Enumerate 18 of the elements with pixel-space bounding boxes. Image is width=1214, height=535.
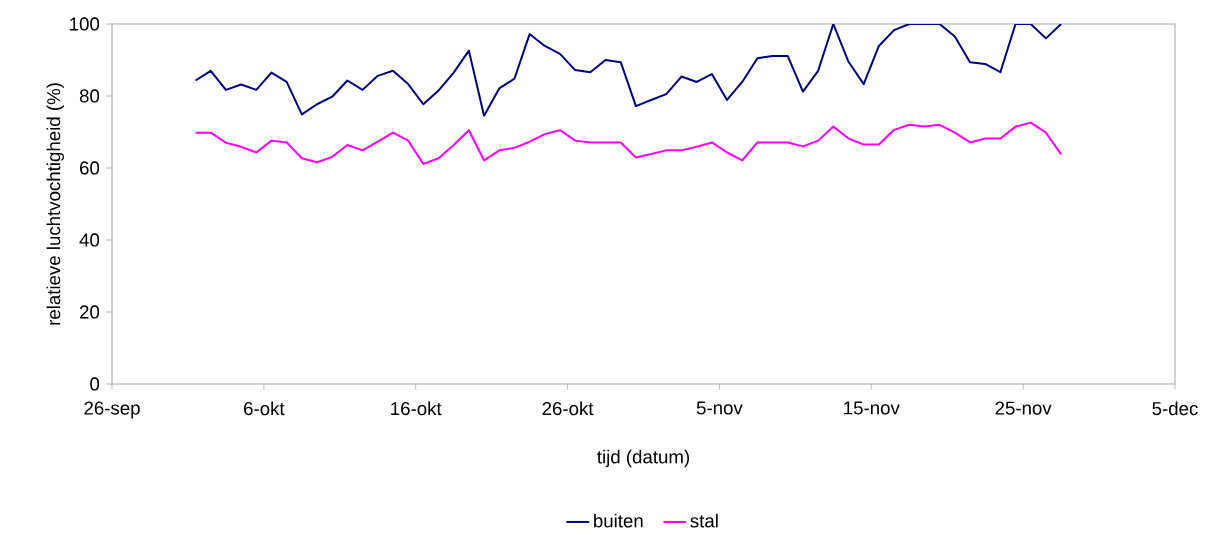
x-tick-label: 26-sep — [84, 401, 140, 419]
x-tick-label: 25-nov — [995, 401, 1052, 415]
y-tick-label: 40 — [79, 233, 100, 247]
x-tick-label: 5-dec — [1152, 401, 1198, 415]
y-tick-label: 20 — [80, 305, 100, 319]
y-tick-label: 100 — [70, 17, 100, 31]
y-tick-label: 0 — [90, 377, 100, 391]
x-tick-label: 15-nov — [844, 401, 900, 415]
x-tick-label: 6-okt — [244, 401, 285, 415]
y-axis-title: relatieve luchtvochtigheid (%) — [46, 83, 64, 325]
x-tick-label: 16-okt — [391, 401, 442, 415]
x-tick-label: 26-okt — [542, 401, 594, 415]
legend-label: stal — [690, 513, 718, 528]
y-tick-label: 60 — [80, 161, 100, 175]
y-tick-label: 80 — [79, 89, 100, 103]
x-tick-label: 5-nov — [696, 401, 743, 415]
x-axis-title: tijd (datum) — [597, 449, 689, 467]
legend-label: buiten — [594, 513, 643, 528]
